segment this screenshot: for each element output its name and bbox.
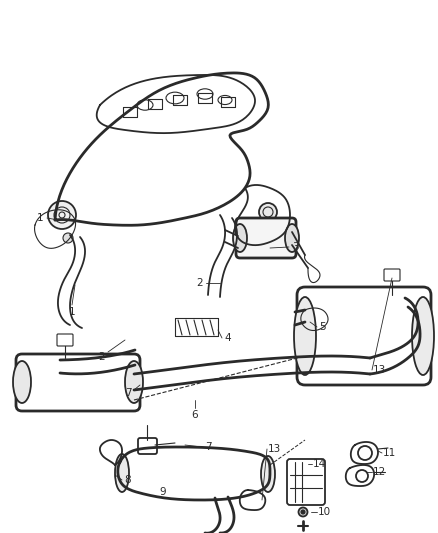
Ellipse shape xyxy=(125,361,143,403)
Ellipse shape xyxy=(299,507,307,516)
Text: 13: 13 xyxy=(373,365,386,375)
Text: 6: 6 xyxy=(192,410,198,420)
FancyBboxPatch shape xyxy=(236,218,296,258)
Ellipse shape xyxy=(259,203,277,221)
Text: 14: 14 xyxy=(313,459,326,469)
Text: 4: 4 xyxy=(225,333,231,343)
FancyBboxPatch shape xyxy=(16,354,140,411)
Ellipse shape xyxy=(233,224,247,252)
Ellipse shape xyxy=(48,201,76,229)
Text: 13: 13 xyxy=(268,444,281,454)
Ellipse shape xyxy=(63,233,73,243)
Ellipse shape xyxy=(301,510,305,514)
Text: 1: 1 xyxy=(69,307,75,317)
Text: 11: 11 xyxy=(383,448,396,458)
Text: 5: 5 xyxy=(320,322,326,332)
Ellipse shape xyxy=(412,297,434,375)
Ellipse shape xyxy=(13,361,31,403)
Text: 2: 2 xyxy=(99,352,105,362)
Text: 2: 2 xyxy=(197,278,203,288)
Text: 8: 8 xyxy=(125,475,131,485)
Text: 7: 7 xyxy=(205,442,211,452)
Text: 9: 9 xyxy=(160,487,166,497)
Text: 12: 12 xyxy=(373,467,386,477)
Ellipse shape xyxy=(261,456,275,492)
Text: 7: 7 xyxy=(125,388,131,398)
Text: 10: 10 xyxy=(318,507,331,517)
Ellipse shape xyxy=(285,224,299,252)
Text: 1: 1 xyxy=(37,213,43,223)
FancyBboxPatch shape xyxy=(384,269,400,281)
FancyBboxPatch shape xyxy=(297,287,431,385)
Ellipse shape xyxy=(115,454,129,492)
FancyBboxPatch shape xyxy=(57,334,73,346)
FancyBboxPatch shape xyxy=(138,438,157,454)
Text: 3: 3 xyxy=(292,242,298,252)
Ellipse shape xyxy=(294,297,316,375)
FancyBboxPatch shape xyxy=(287,459,325,505)
